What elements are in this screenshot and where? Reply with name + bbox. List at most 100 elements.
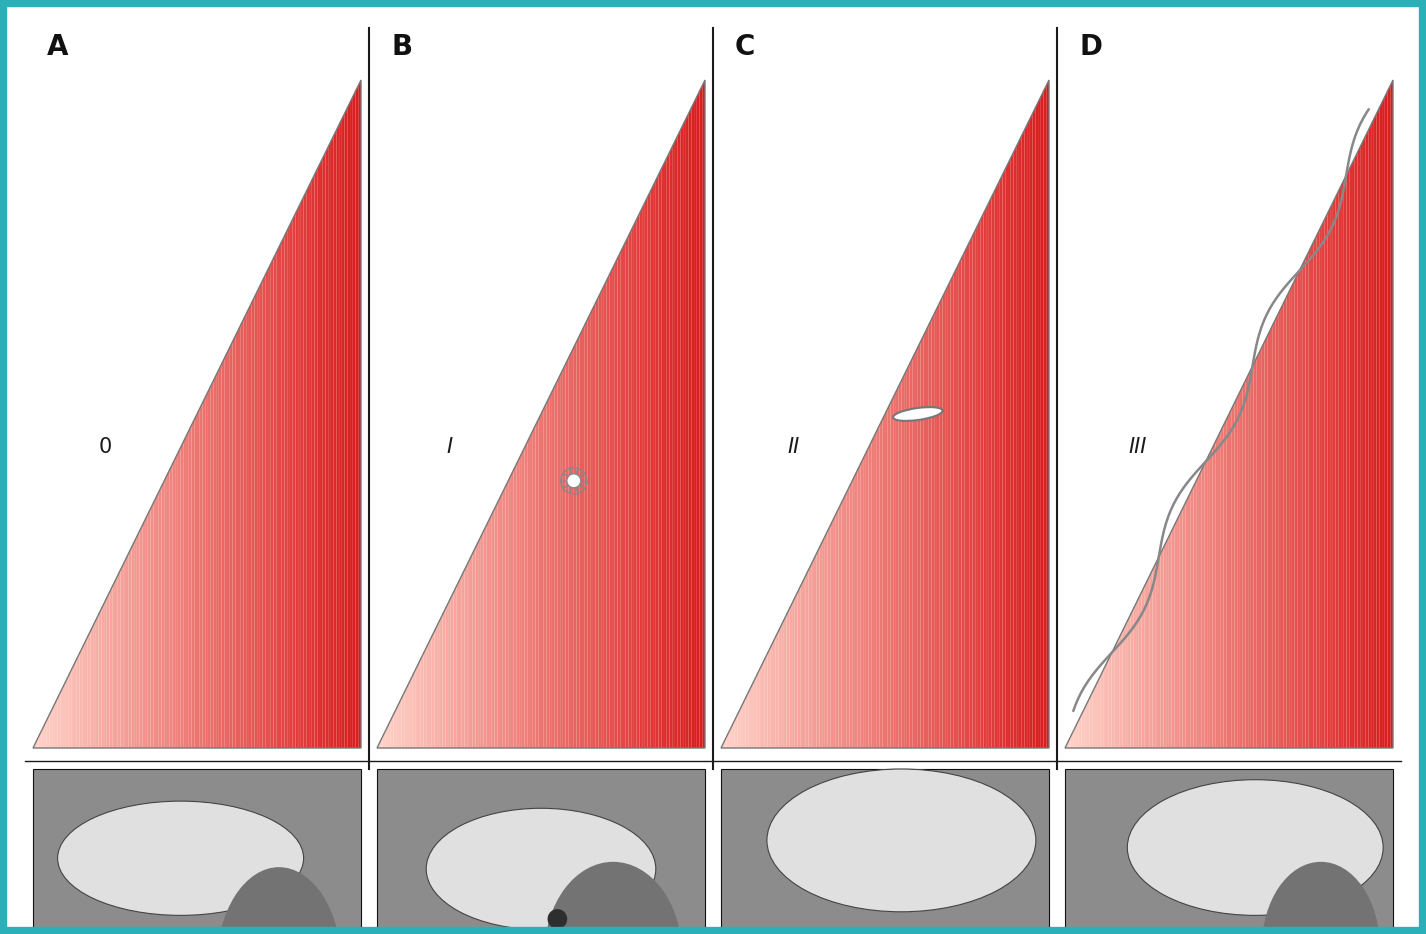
Polygon shape: [1281, 303, 1283, 748]
Polygon shape: [890, 397, 893, 748]
Polygon shape: [439, 615, 442, 748]
Polygon shape: [1020, 135, 1021, 748]
Polygon shape: [211, 380, 214, 748]
Polygon shape: [1166, 536, 1169, 748]
Polygon shape: [1089, 692, 1092, 748]
Polygon shape: [1137, 598, 1139, 748]
Polygon shape: [1038, 97, 1041, 748]
Polygon shape: [1292, 280, 1295, 748]
Polygon shape: [232, 336, 235, 748]
Polygon shape: [823, 536, 824, 748]
Polygon shape: [724, 737, 726, 748]
Polygon shape: [391, 715, 394, 748]
Polygon shape: [53, 703, 54, 748]
Polygon shape: [582, 325, 585, 748]
Polygon shape: [836, 509, 838, 748]
Polygon shape: [358, 80, 361, 748]
Polygon shape: [128, 547, 131, 748]
Ellipse shape: [545, 862, 682, 934]
Polygon shape: [588, 314, 590, 748]
Polygon shape: [289, 219, 292, 748]
Polygon shape: [39, 731, 41, 748]
Polygon shape: [790, 603, 791, 748]
Polygon shape: [700, 86, 702, 748]
Polygon shape: [781, 620, 784, 748]
Polygon shape: [1142, 587, 1144, 748]
Text: III: III: [1128, 437, 1147, 458]
Polygon shape: [247, 308, 250, 748]
Polygon shape: [1111, 648, 1114, 748]
Polygon shape: [396, 703, 399, 748]
Polygon shape: [185, 431, 188, 748]
Polygon shape: [1172, 525, 1175, 748]
Polygon shape: [955, 263, 958, 748]
Polygon shape: [74, 658, 77, 748]
Polygon shape: [465, 564, 468, 748]
Polygon shape: [486, 519, 489, 748]
Polygon shape: [767, 648, 770, 748]
Polygon shape: [809, 564, 811, 748]
Polygon shape: [612, 263, 615, 748]
Polygon shape: [1119, 631, 1122, 748]
Polygon shape: [761, 658, 764, 748]
Polygon shape: [197, 408, 200, 748]
Polygon shape: [319, 158, 322, 748]
Polygon shape: [462, 570, 465, 748]
Polygon shape: [1241, 386, 1242, 748]
Polygon shape: [90, 626, 93, 748]
Polygon shape: [1308, 247, 1310, 748]
Polygon shape: [1152, 564, 1155, 748]
Polygon shape: [530, 431, 533, 748]
Polygon shape: [538, 414, 540, 748]
Polygon shape: [208, 386, 211, 748]
Polygon shape: [1176, 515, 1179, 748]
Polygon shape: [800, 581, 803, 748]
Polygon shape: [205, 391, 208, 748]
Polygon shape: [1196, 475, 1199, 748]
Polygon shape: [1298, 269, 1301, 748]
Polygon shape: [98, 609, 101, 748]
Polygon shape: [279, 241, 282, 748]
Polygon shape: [415, 664, 418, 748]
Polygon shape: [1032, 107, 1035, 748]
Polygon shape: [635, 219, 636, 748]
Ellipse shape: [1128, 780, 1383, 915]
Polygon shape: [388, 720, 391, 748]
Polygon shape: [593, 303, 596, 748]
Polygon shape: [915, 347, 918, 748]
Polygon shape: [385, 726, 388, 748]
Polygon shape: [543, 403, 546, 748]
Polygon shape: [349, 97, 352, 748]
Polygon shape: [1328, 208, 1330, 748]
Polygon shape: [1275, 314, 1278, 748]
Polygon shape: [1366, 130, 1369, 748]
Polygon shape: [405, 686, 406, 748]
Polygon shape: [181, 442, 184, 748]
Polygon shape: [86, 637, 87, 748]
Polygon shape: [857, 464, 860, 748]
Polygon shape: [863, 453, 866, 748]
Polygon shape: [1035, 102, 1038, 748]
Polygon shape: [1021, 130, 1024, 748]
Polygon shape: [250, 303, 251, 748]
Polygon shape: [312, 175, 315, 748]
Polygon shape: [123, 559, 125, 748]
Polygon shape: [904, 370, 907, 748]
Polygon shape: [617, 252, 620, 748]
Polygon shape: [868, 442, 871, 748]
Polygon shape: [475, 542, 478, 748]
Polygon shape: [262, 275, 265, 748]
Polygon shape: [931, 314, 934, 748]
Polygon shape: [448, 598, 451, 748]
Polygon shape: [860, 459, 863, 748]
Polygon shape: [893, 391, 896, 748]
Polygon shape: [883, 414, 886, 748]
Polygon shape: [555, 380, 558, 748]
Polygon shape: [702, 80, 704, 748]
Polygon shape: [1117, 637, 1119, 748]
Polygon shape: [1122, 626, 1125, 748]
Polygon shape: [803, 575, 806, 748]
Polygon shape: [1030, 113, 1032, 748]
Polygon shape: [399, 698, 402, 748]
Polygon shape: [528, 436, 530, 748]
